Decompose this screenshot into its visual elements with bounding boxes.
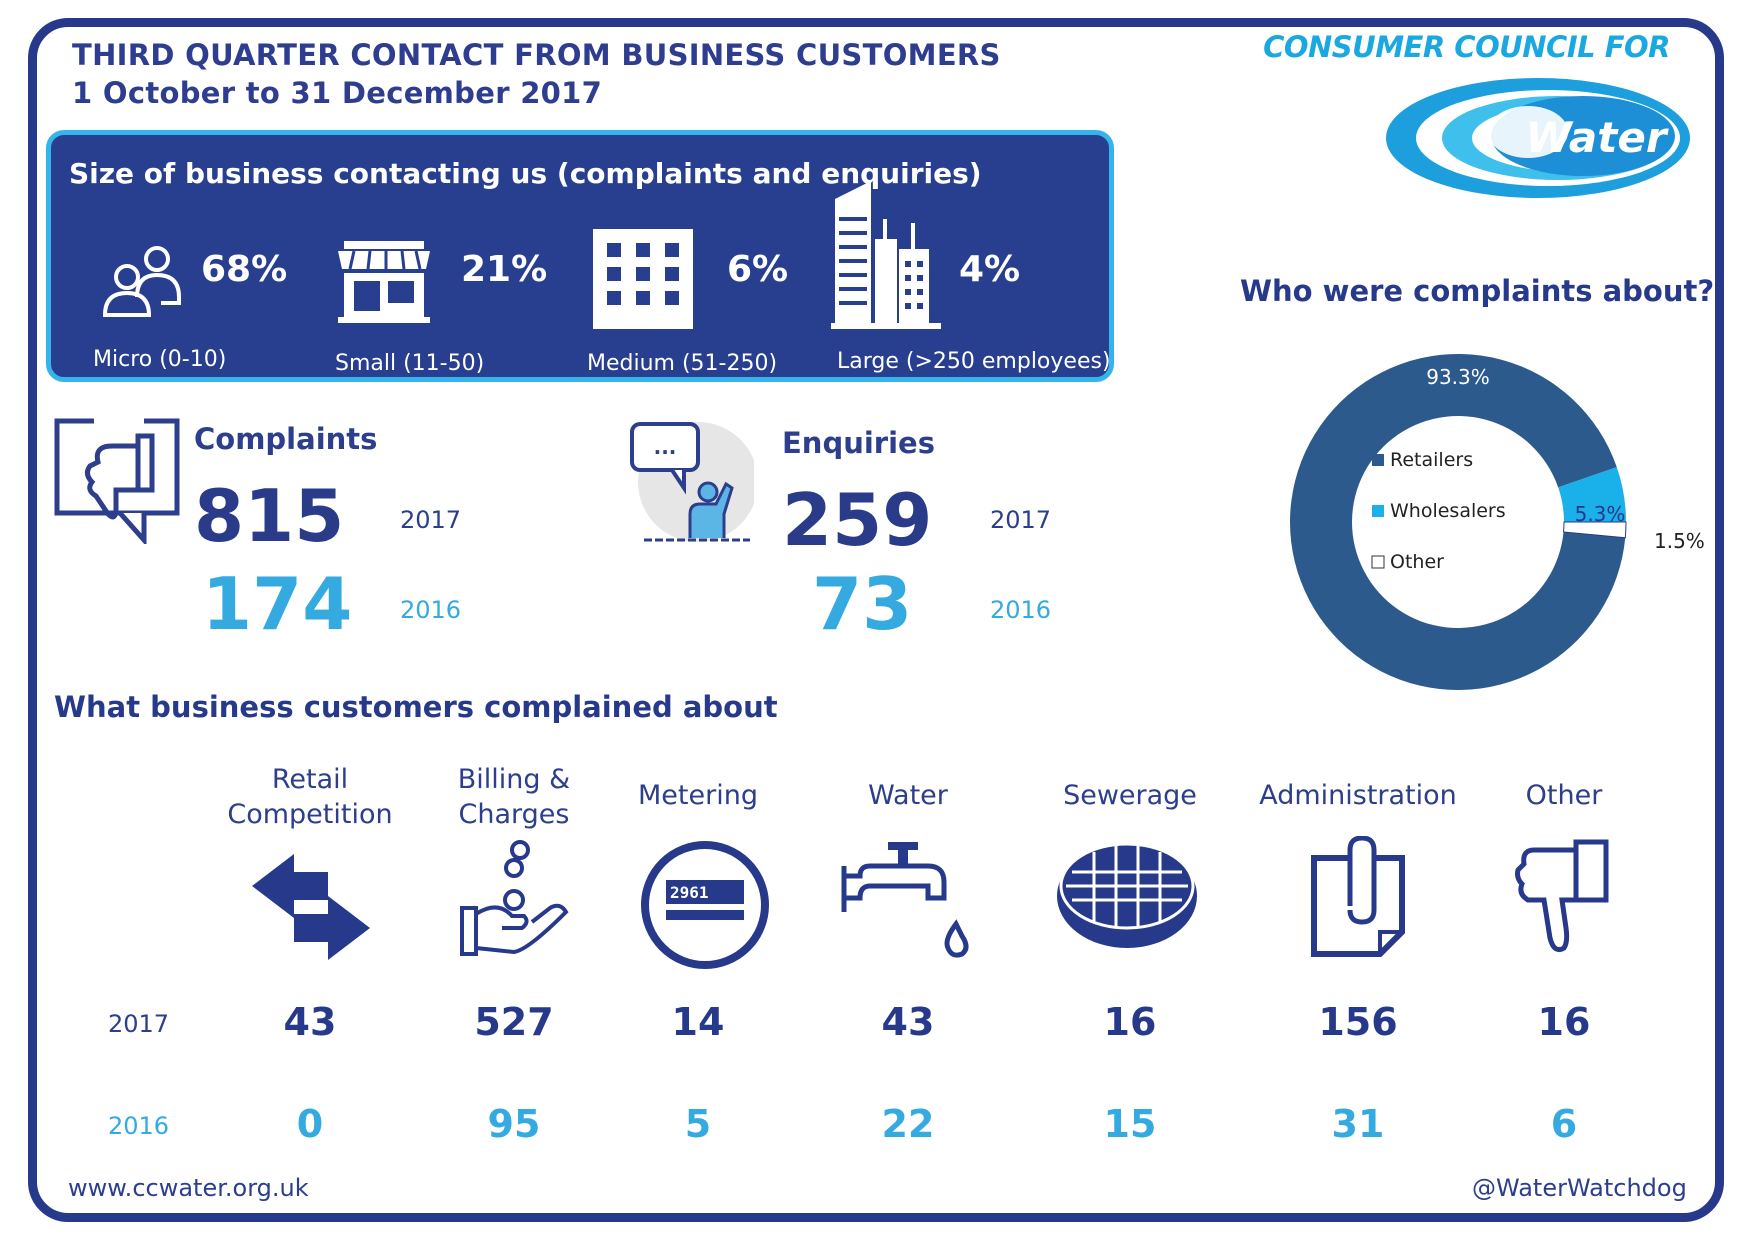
paperclip-document-icon xyxy=(1311,836,1405,957)
value-2016-2: 5 xyxy=(684,1102,712,1146)
water-meter-icon: 2961 xyxy=(641,841,769,969)
legend-label-wholesalers: Wholesalers xyxy=(1390,500,1506,522)
value-2017-0: 43 xyxy=(283,1000,337,1044)
shop-icon xyxy=(338,241,430,323)
complaint-bubble-icon xyxy=(54,418,180,544)
value-2016-0: 0 xyxy=(296,1102,324,1146)
value-2016-4: 15 xyxy=(1103,1102,1157,1146)
complaints-2016-value: 174 xyxy=(202,562,353,646)
legend-swatch-wholesalers xyxy=(1372,505,1384,517)
category-label-6: Other xyxy=(1525,780,1603,811)
svg-text:...: ... xyxy=(654,435,677,459)
hand-coins-icon xyxy=(460,840,569,956)
row-year-2016: 2016 xyxy=(108,1112,170,1140)
manhole-cover-icon xyxy=(1057,842,1197,948)
categories-title: What business customers complained about xyxy=(54,690,778,724)
category-label-1: Billing & Charges xyxy=(457,764,571,830)
enquiries-label: Enquiries xyxy=(782,426,935,460)
value-2017-2: 14 xyxy=(671,1000,725,1044)
complaints-2017-year: 2017 xyxy=(400,506,462,534)
legend-label-other: Other xyxy=(1390,551,1444,573)
category-label-3: Water xyxy=(868,780,948,811)
donut-slice-retailers xyxy=(1290,354,1626,691)
value-2016-3: 22 xyxy=(881,1102,935,1146)
twitter-handle[interactable]: @WaterWatchdog xyxy=(1472,1174,1687,1202)
complaints-2016-year: 2016 xyxy=(400,596,462,624)
donut-label-other: 1.5% xyxy=(1654,529,1705,553)
value-2016-5: 31 xyxy=(1331,1102,1385,1146)
enquiry-person-icon: ... xyxy=(630,422,754,542)
legend-swatch-retailers xyxy=(1372,454,1384,466)
donut-slice-wholesalers xyxy=(1558,467,1626,523)
donut-slice-other xyxy=(1562,521,1627,539)
page-title: THIRD QUARTER CONTACT FROM BUSINESS CUST… xyxy=(72,38,1001,110)
donut-chart-title: Who were complaints about? xyxy=(1240,274,1715,308)
legend-swatch-other xyxy=(1371,555,1385,569)
svg-text:Water: Water xyxy=(1525,113,1668,162)
donut-label-retailers: 93.3% xyxy=(1426,365,1490,389)
row-year-2017: 2017 xyxy=(108,1010,170,1038)
value-2017-1: 527 xyxy=(474,1000,554,1044)
value-2017-4: 16 xyxy=(1103,1000,1157,1044)
arrows-exchange-icon xyxy=(252,854,370,960)
value-2017-5: 156 xyxy=(1318,1000,1398,1044)
enquiries-2017-value: 259 xyxy=(782,478,933,562)
thumbs-down-icon xyxy=(1515,839,1609,953)
value-2017-6: 16 xyxy=(1537,1000,1591,1044)
category-label-5: Administration xyxy=(1259,780,1457,811)
website-link[interactable]: www.ccwater.org.uk xyxy=(68,1174,309,1202)
enquiries-2017-year: 2017 xyxy=(990,506,1052,534)
value-2016-6: 6 xyxy=(1550,1102,1578,1146)
category-label-4: Sewerage xyxy=(1063,780,1197,811)
people-icon xyxy=(102,246,181,317)
complaints-donut-chart: 93.3% 5.3% 1.5% Retailers Wholesalers Other xyxy=(1290,354,1705,691)
page-frame xyxy=(28,18,1724,1222)
enquiries-2016-year: 2016 xyxy=(990,596,1052,624)
category-label-2: Metering xyxy=(638,780,758,811)
enquiries-2016-value: 73 xyxy=(812,562,913,646)
business-size-panel: Size of business contacting us (complain… xyxy=(46,130,1114,382)
complaints-label: Complaints xyxy=(194,422,378,456)
value-2016-1: 95 xyxy=(487,1102,541,1146)
skyscraper-icon xyxy=(831,181,941,329)
svg-text:2961: 2961 xyxy=(670,883,709,902)
complaints-2017-value: 815 xyxy=(194,474,345,558)
category-label-0: Retail Competition xyxy=(227,764,393,830)
value-2017-3: 43 xyxy=(881,1000,935,1044)
legend-label-retailers: Retailers xyxy=(1390,449,1473,471)
business-size-heading: Size of business contacting us (complain… xyxy=(69,157,982,190)
tap-icon xyxy=(841,842,969,958)
office-building-icon xyxy=(593,229,693,329)
logo-text: CONSUMER COUNCIL FOR xyxy=(1263,30,1670,64)
donut-label-wholesalers: 5.3% xyxy=(1575,502,1626,526)
water-logo-icon: Water xyxy=(1386,78,1690,198)
